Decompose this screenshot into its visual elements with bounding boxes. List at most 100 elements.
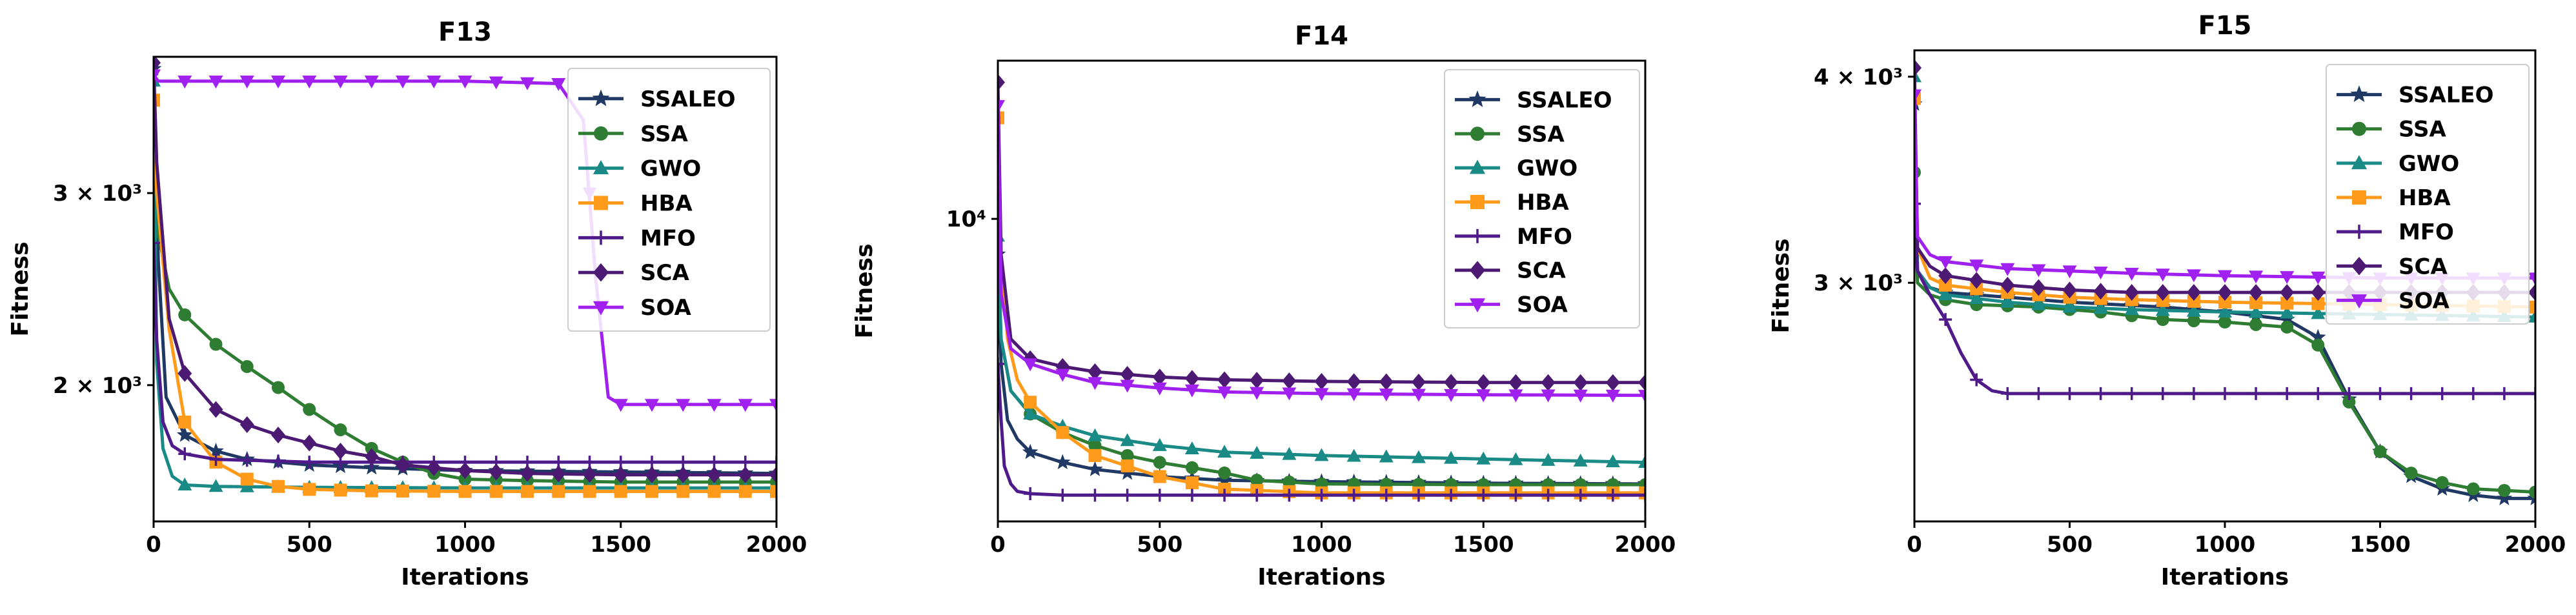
data-point-soa <box>427 76 441 89</box>
legend-item-ssa: SSA <box>578 121 688 147</box>
data-point-sca <box>2093 283 2108 300</box>
data-point-hba <box>178 416 192 429</box>
data-point-soa <box>1152 382 1167 396</box>
data-point-soa <box>271 76 285 89</box>
data-point-soa <box>1541 389 1556 403</box>
data-point-ssa <box>1088 439 1102 452</box>
x-tick-label: 1500 <box>590 532 651 558</box>
data-point-mfo <box>1574 489 1587 502</box>
data-point-mfo <box>645 456 658 469</box>
legend-label: SSALEO <box>640 86 736 112</box>
data-point-ssa <box>2156 313 2169 327</box>
x-axis-label: Iterations <box>1257 564 1385 590</box>
data-point-soa <box>208 76 223 89</box>
data-point-mfo <box>2342 387 2356 400</box>
data-point-mfo <box>1185 489 1199 502</box>
data-point-ssa <box>334 423 347 437</box>
data-point-mfo <box>998 357 1004 370</box>
data-point-sca <box>489 463 503 481</box>
data-point-sca <box>2155 284 2170 301</box>
data-point-hba <box>427 485 441 498</box>
series-sca <box>998 74 1645 391</box>
data-point-ssa <box>240 360 254 374</box>
legend-item-gwo: GWO <box>2337 151 2459 177</box>
data-point-hba <box>154 94 160 107</box>
data-point-gwo <box>1346 449 1361 462</box>
legend-label: SSALEO <box>2399 83 2494 108</box>
data-point-sca <box>2280 284 2295 301</box>
x-tick-label: 500 <box>1137 532 1182 558</box>
legend-label: GWO <box>640 156 701 182</box>
data-point-gwo <box>1411 450 1426 463</box>
data-point-sca <box>1969 272 1984 289</box>
data-point-gwo <box>1088 428 1102 441</box>
legend-item-gwo: GWO <box>578 156 701 182</box>
data-point-soa <box>333 76 348 89</box>
data-point-hba <box>2311 297 2325 310</box>
data-point-ssa <box>458 472 472 486</box>
data-point-soa <box>239 76 254 89</box>
data-point-soa <box>645 399 659 412</box>
data-point-sca <box>1152 368 1167 386</box>
data-point-gwo <box>1605 454 1620 467</box>
data-point-ssa <box>2373 445 2387 458</box>
chart-panel-f14: F14 0 500 1000 1500 2000 10⁴ Iterations Fitness S… <box>851 21 1676 590</box>
data-point-soa <box>1444 388 1459 402</box>
data-point-sca <box>2218 284 2232 301</box>
legend-label: SCA <box>640 260 689 286</box>
data-point-soa <box>2155 268 2170 282</box>
data-point-soa <box>154 69 161 83</box>
data-point-mfo <box>2435 387 2449 400</box>
data-point-ssa <box>2218 316 2231 329</box>
data-point-gwo <box>1969 291 1984 305</box>
data-point-ssaleo <box>2278 311 2295 327</box>
data-point-sca <box>396 456 410 474</box>
data-point-hba <box>2218 296 2231 309</box>
data-point-soa <box>1969 259 1984 273</box>
data-point-mfo <box>1914 197 1921 210</box>
legend-item-mfo: MFO <box>2337 219 2454 245</box>
legend: SSALEO SSA GWO HBA MFO SCA SOA <box>2326 64 2530 325</box>
data-point-mfo <box>1153 489 1166 502</box>
data-point-ssaleo <box>1087 461 1103 476</box>
data-point-sca <box>2124 284 2139 301</box>
data-point-mfo <box>1412 489 1425 502</box>
data-point-hba <box>2280 296 2294 310</box>
data-point-gwo <box>239 479 254 492</box>
data-point-ssaleo <box>2309 328 2326 345</box>
data-point-soa <box>1314 388 1329 401</box>
legend-label: HBA <box>2399 185 2451 211</box>
data-point-hba <box>521 485 534 498</box>
data-point-ssa <box>178 308 192 321</box>
x-axis-label: Iterations <box>401 564 529 590</box>
legend-label: MFO <box>1517 224 1572 250</box>
legend-marker-hba <box>2352 190 2366 205</box>
legend-marker-ssa <box>2352 121 2366 136</box>
data-point-soa <box>1573 389 1588 403</box>
data-point-sca <box>364 448 379 465</box>
data-point-sca <box>2062 281 2077 299</box>
data-point-ssa <box>2311 338 2325 352</box>
x-tick-label: 2000 <box>746 532 807 558</box>
data-point-soa <box>707 399 722 412</box>
data-point-mfo <box>707 456 721 469</box>
data-point-soa <box>1411 388 1426 402</box>
data-point-soa <box>1508 389 1523 403</box>
data-point-sca <box>1346 373 1361 390</box>
legend-marker-gwo <box>2351 155 2368 170</box>
data-point-mfo <box>770 456 776 469</box>
y-axis-label: Fitness <box>7 241 34 336</box>
data-point-soa <box>1938 256 1953 269</box>
data-point-soa <box>1379 388 1394 402</box>
data-point-hba <box>1939 278 1952 292</box>
data-point-sca <box>1508 374 1523 391</box>
legend-marker-sca <box>2351 256 2368 276</box>
data-point-mfo <box>1315 489 1328 502</box>
x-tick-label: 1500 <box>2349 532 2411 558</box>
data-point-ssa <box>2466 482 2480 496</box>
data-point-soa <box>2031 264 2046 277</box>
data-point-ssa <box>2187 314 2200 328</box>
legend-marker-mfo <box>1470 228 1485 243</box>
data-point-hba <box>489 485 503 498</box>
